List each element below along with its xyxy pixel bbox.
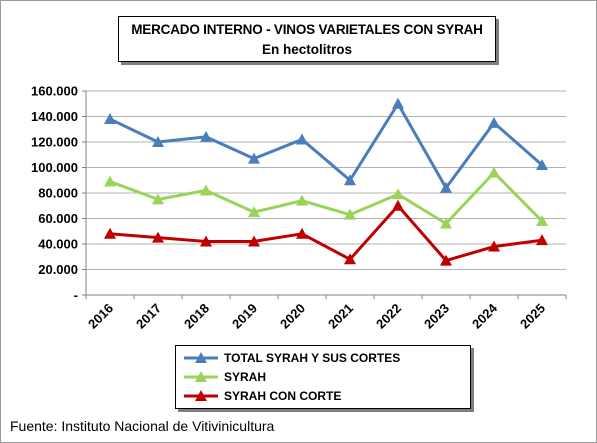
x-tick-label: 2021 bbox=[325, 301, 356, 332]
chart-subtitle: En hectolitros bbox=[261, 42, 352, 57]
y-tick-label: 160.000 bbox=[31, 84, 78, 99]
source-note: Fuente: Instituto Nacional de Vitivinicu… bbox=[10, 418, 275, 434]
chart-title: MERCADO INTERNO - VINOS VARIETALES CON S… bbox=[131, 22, 483, 37]
data-point-marker bbox=[248, 206, 260, 218]
legend-item-syrah-con-corte: SYRAH CON CORTE bbox=[184, 387, 341, 405]
data-point-marker bbox=[296, 227, 308, 239]
data-point-marker bbox=[488, 166, 500, 178]
legend-label-total: TOTAL SYRAH Y SUS CORTES bbox=[224, 351, 401, 365]
legend-marker-syrah bbox=[184, 371, 218, 382]
y-tick-label: 120.000 bbox=[31, 135, 78, 150]
data-point-marker bbox=[488, 240, 500, 252]
data-point-marker bbox=[344, 174, 356, 186]
data-point-marker bbox=[440, 254, 452, 266]
data-point-marker bbox=[200, 130, 212, 142]
data-point-marker bbox=[248, 152, 260, 164]
x-tick-label: 2022 bbox=[373, 301, 404, 332]
legend-item-syrah: SYRAH bbox=[184, 368, 266, 386]
legend-item-total: TOTAL SYRAH Y SUS CORTES bbox=[184, 349, 400, 367]
x-tick-label: 2019 bbox=[229, 301, 260, 332]
data-point-marker bbox=[440, 217, 452, 229]
y-tick-label: - bbox=[74, 288, 78, 303]
data-point-marker bbox=[296, 194, 308, 206]
x-tick-label: 2020 bbox=[277, 301, 308, 332]
y-tick-label: 80.000 bbox=[38, 186, 78, 201]
legend-marker-total bbox=[184, 352, 218, 363]
y-tick-label: 100.000 bbox=[31, 160, 78, 175]
y-tick-label: 140.000 bbox=[31, 109, 78, 124]
data-point-marker bbox=[248, 235, 260, 247]
data-point-marker bbox=[536, 158, 548, 170]
series-line-0 bbox=[109, 102, 543, 190]
data-point-marker bbox=[152, 136, 164, 147]
chart-title-box: MERCADO INTERNO - VINOS VARIETALES CON S… bbox=[118, 16, 496, 62]
y-tick-label: 20.000 bbox=[38, 262, 78, 277]
x-tick-label: 2023 bbox=[421, 301, 452, 332]
x-tick-label: 2018 bbox=[181, 301, 212, 332]
data-point-marker bbox=[392, 188, 404, 200]
data-point-marker bbox=[104, 175, 116, 187]
data-point-marker bbox=[344, 253, 356, 265]
series-line-2 bbox=[109, 204, 543, 263]
chart-legend: TOTAL SYRAH Y SUS CORTES SYRAH SYRAH CON… bbox=[175, 345, 471, 409]
data-point-marker bbox=[488, 116, 500, 128]
x-tick-label: 2024 bbox=[469, 300, 501, 332]
data-point-marker bbox=[344, 208, 356, 220]
data-point-marker bbox=[392, 97, 404, 109]
data-point-marker bbox=[152, 193, 164, 205]
data-point-marker bbox=[104, 113, 116, 125]
y-tick-label: 40.000 bbox=[38, 237, 78, 252]
series-line-1 bbox=[109, 171, 544, 226]
data-point-marker bbox=[536, 215, 548, 227]
legend-marker-syrah-con-corte bbox=[184, 390, 218, 401]
data-point-marker bbox=[104, 227, 116, 239]
y-tick-label: 60.000 bbox=[38, 211, 78, 226]
legend-label-syrah-con-corte: SYRAH CON CORTE bbox=[224, 389, 342, 403]
x-tick-label: 2025 bbox=[517, 301, 548, 332]
data-point-marker bbox=[152, 231, 164, 243]
data-point-marker bbox=[200, 235, 212, 247]
legend-label-syrah: SYRAH bbox=[224, 370, 267, 384]
data-point-marker bbox=[536, 234, 548, 246]
x-tick-label: 2017 bbox=[133, 301, 164, 332]
data-point-marker bbox=[200, 184, 212, 196]
data-point-marker bbox=[296, 133, 308, 145]
data-point-marker bbox=[392, 199, 404, 211]
x-tick-label: 2016 bbox=[85, 301, 116, 332]
data-point-marker bbox=[440, 181, 452, 193]
